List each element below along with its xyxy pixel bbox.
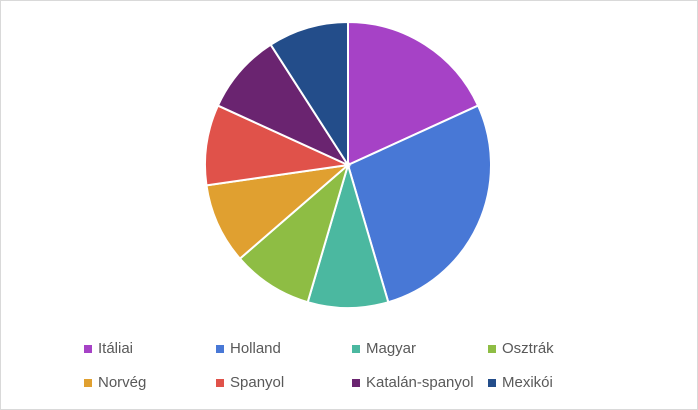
pie-slice [238,162,350,304]
legend-label: Itáliai [98,340,133,357]
pie-slice [306,161,390,309]
legend-label: Holland [230,340,281,357]
legend-label: Mexikói [502,374,553,391]
legend-marker [488,345,496,353]
legend-label: Norvég [98,374,146,391]
pie-slice [216,43,351,168]
pie-slice [346,104,492,304]
pie-slice [205,163,352,261]
pie-slice [204,104,352,187]
legend-label: Osztrák [502,340,554,357]
legend-marker [216,379,224,387]
legend-marker [84,379,92,387]
legend-marker [352,379,360,387]
pie-slice [347,20,480,167]
pie-slice [269,20,349,169]
legend-marker [488,379,496,387]
legend-marker [352,345,360,353]
legend-label: Magyar [366,340,416,357]
legend-marker [216,345,224,353]
legend-marker [84,345,92,353]
legend-label: Katalán-spanyol [366,374,474,391]
legend-label: Spanyol [230,374,284,391]
